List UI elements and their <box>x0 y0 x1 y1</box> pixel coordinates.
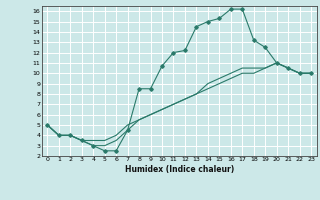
X-axis label: Humidex (Indice chaleur): Humidex (Indice chaleur) <box>124 165 234 174</box>
